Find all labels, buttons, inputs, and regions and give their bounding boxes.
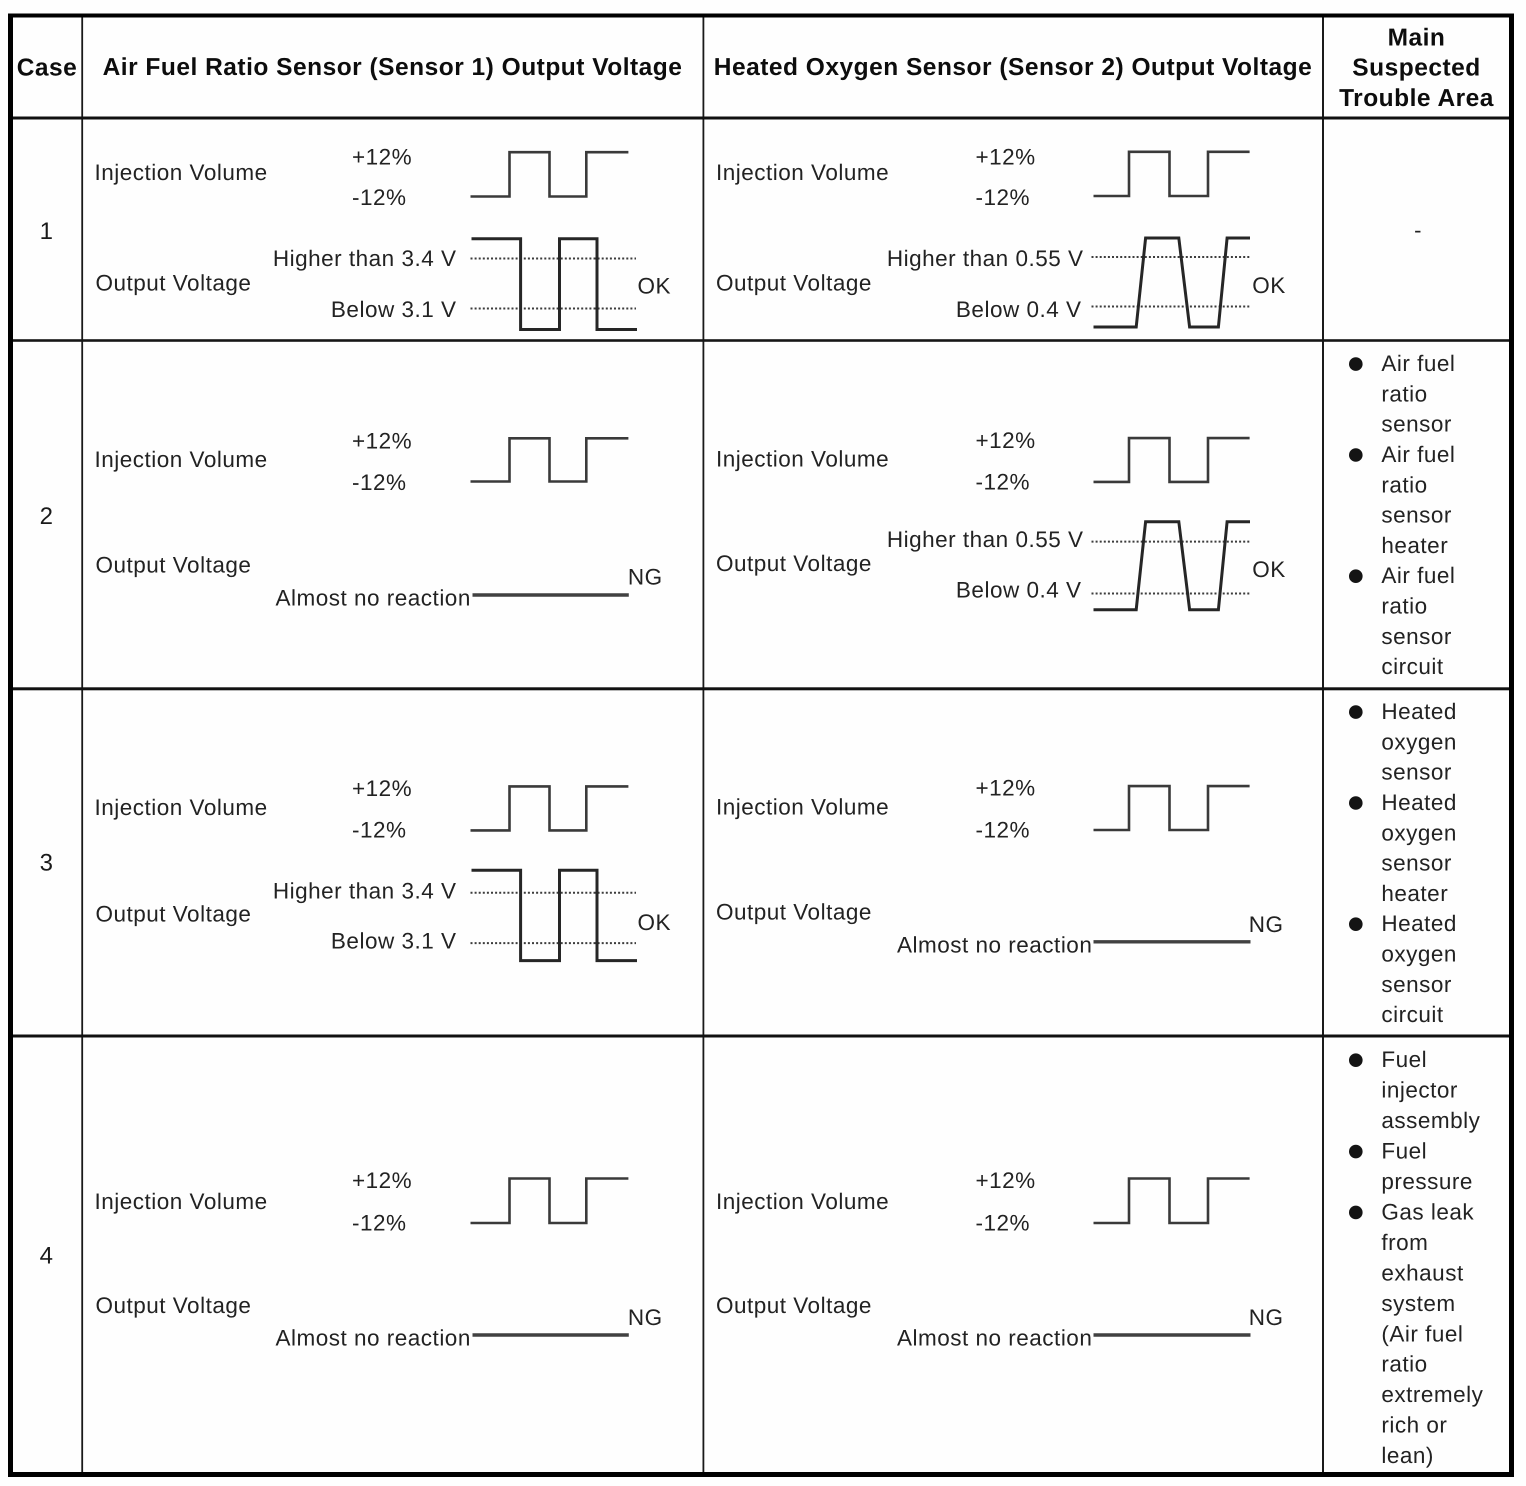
svg-text:Higher than 0.55 V: Higher than 0.55 V: [887, 527, 1084, 552]
svg-text:extremely: extremely: [1381, 1382, 1483, 1407]
svg-text:Injection Volume: Injection Volume: [716, 795, 889, 820]
svg-text:Fuel: Fuel: [1381, 1047, 1427, 1072]
svg-text:4: 4: [40, 1243, 54, 1270]
svg-text:Almost no reaction: Almost no reaction: [276, 586, 471, 611]
svg-text:heater: heater: [1381, 533, 1448, 558]
svg-text:Below 0.4 V: Below 0.4 V: [956, 578, 1082, 603]
svg-text:Higher than 3.4 V: Higher than 3.4 V: [273, 878, 457, 903]
svg-text:circuit: circuit: [1381, 654, 1444, 679]
svg-text:Almost no reaction: Almost no reaction: [276, 1326, 471, 1351]
svg-text:Air Fuel Ratio Sensor (Sensor: Air Fuel Ratio Sensor (Sensor 1) Output …: [103, 54, 683, 81]
svg-text:assembly: assembly: [1381, 1108, 1480, 1133]
svg-text:oxygen: oxygen: [1381, 942, 1457, 967]
svg-text:+12%: +12%: [976, 1168, 1036, 1193]
svg-text:Output Voltage: Output Voltage: [716, 900, 872, 925]
svg-text:NG: NG: [1249, 1305, 1284, 1330]
svg-text:Output Voltage: Output Voltage: [96, 271, 252, 296]
svg-text:Air fuel: Air fuel: [1381, 563, 1455, 588]
svg-text:ratio: ratio: [1381, 472, 1427, 497]
svg-text:-12%: -12%: [976, 1210, 1031, 1235]
svg-text:pressure: pressure: [1381, 1169, 1473, 1194]
svg-text:Heated: Heated: [1381, 911, 1457, 936]
svg-text:+12%: +12%: [352, 1168, 412, 1193]
svg-text:sensor: sensor: [1381, 851, 1452, 876]
svg-text:-12%: -12%: [976, 817, 1031, 842]
svg-text:Output Voltage: Output Voltage: [716, 271, 872, 296]
svg-text:Almost no reaction: Almost no reaction: [897, 1326, 1092, 1351]
svg-text:OK: OK: [638, 274, 672, 299]
svg-text:-12%: -12%: [352, 470, 407, 495]
svg-text:Air fuel: Air fuel: [1381, 351, 1455, 376]
svg-text:+12%: +12%: [352, 429, 412, 454]
svg-text:+12%: +12%: [352, 776, 412, 801]
svg-text:Main: Main: [1388, 25, 1446, 52]
svg-text:Fuel: Fuel: [1381, 1139, 1427, 1164]
svg-text:circuit: circuit: [1381, 1002, 1444, 1027]
svg-text:+12%: +12%: [976, 428, 1036, 453]
svg-text:lean): lean): [1381, 1443, 1434, 1468]
svg-text:injector: injector: [1381, 1078, 1458, 1103]
svg-text:OK: OK: [1252, 273, 1286, 298]
svg-text:-12%: -12%: [976, 185, 1031, 210]
svg-text:Injection Volume: Injection Volume: [716, 160, 889, 185]
svg-text:oxygen: oxygen: [1381, 820, 1457, 845]
svg-text:Case: Case: [17, 55, 78, 82]
svg-text:3: 3: [40, 850, 54, 877]
svg-text:NG: NG: [628, 1305, 663, 1330]
svg-text:Gas leak: Gas leak: [1381, 1199, 1474, 1224]
svg-text:+12%: +12%: [352, 145, 412, 170]
svg-text:rich or: rich or: [1381, 1413, 1447, 1438]
svg-text:Air fuel: Air fuel: [1381, 442, 1455, 467]
svg-text:Below 3.1 V: Below 3.1 V: [331, 928, 457, 953]
svg-text:heater: heater: [1381, 881, 1448, 906]
svg-text:Suspected: Suspected: [1352, 55, 1480, 82]
svg-text:Output Voltage: Output Voltage: [96, 1293, 252, 1318]
svg-text:sensor: sensor: [1381, 760, 1452, 785]
svg-text:Output Voltage: Output Voltage: [96, 553, 252, 578]
svg-text:Heated Oxygen Sensor (Sensor 2: Heated Oxygen Sensor (Sensor 2) Output V…: [714, 54, 1312, 81]
svg-text:Higher than 3.4 V: Higher than 3.4 V: [273, 246, 457, 271]
svg-text:+12%: +12%: [976, 776, 1036, 801]
svg-text:Below 0.4 V: Below 0.4 V: [956, 297, 1082, 322]
svg-text:sensor: sensor: [1381, 972, 1452, 997]
svg-text:+12%: +12%: [976, 145, 1036, 170]
svg-text:ratio: ratio: [1381, 1352, 1427, 1377]
svg-text:exhaust: exhaust: [1381, 1260, 1464, 1285]
svg-text:Higher than 0.55 V: Higher than 0.55 V: [887, 246, 1084, 271]
svg-text:Injection Volume: Injection Volume: [95, 160, 268, 185]
svg-text:Output Voltage: Output Voltage: [96, 902, 252, 927]
svg-text:-12%: -12%: [976, 469, 1031, 494]
svg-text:sensor: sensor: [1381, 624, 1452, 649]
svg-text:-12%: -12%: [352, 1210, 407, 1235]
svg-text:-: -: [1414, 218, 1422, 243]
svg-text:1: 1: [40, 218, 54, 245]
svg-text:ratio: ratio: [1381, 594, 1427, 619]
svg-text:NG: NG: [628, 565, 663, 590]
svg-text:sensor: sensor: [1381, 412, 1452, 437]
svg-text:OK: OK: [1252, 557, 1286, 582]
svg-text:-12%: -12%: [352, 185, 407, 210]
svg-text:Injection Volume: Injection Volume: [95, 1189, 268, 1214]
svg-text:Output Voltage: Output Voltage: [716, 551, 872, 576]
svg-text:NG: NG: [1249, 912, 1284, 937]
svg-text:Below 3.1 V: Below 3.1 V: [331, 297, 457, 322]
svg-text:system: system: [1381, 1291, 1455, 1316]
svg-text:2: 2: [40, 503, 54, 530]
svg-text:oxygen: oxygen: [1381, 729, 1457, 754]
svg-text:(Air fuel: (Air fuel: [1381, 1321, 1463, 1346]
svg-text:Injection Volume: Injection Volume: [716, 1189, 889, 1214]
svg-text:Injection Volume: Injection Volume: [95, 795, 268, 820]
svg-text:Injection Volume: Injection Volume: [95, 447, 268, 472]
svg-text:Injection Volume: Injection Volume: [716, 447, 889, 472]
svg-text:-12%: -12%: [352, 818, 407, 843]
svg-text:sensor: sensor: [1381, 503, 1452, 528]
svg-text:Heated: Heated: [1381, 790, 1457, 815]
svg-text:Almost no reaction: Almost no reaction: [897, 932, 1092, 957]
svg-text:from: from: [1381, 1230, 1428, 1255]
svg-text:Heated: Heated: [1381, 699, 1457, 724]
svg-text:OK: OK: [638, 910, 672, 935]
svg-text:Output Voltage: Output Voltage: [716, 1293, 872, 1318]
svg-text:ratio: ratio: [1381, 381, 1427, 406]
svg-text:Trouble Area: Trouble Area: [1339, 85, 1494, 112]
